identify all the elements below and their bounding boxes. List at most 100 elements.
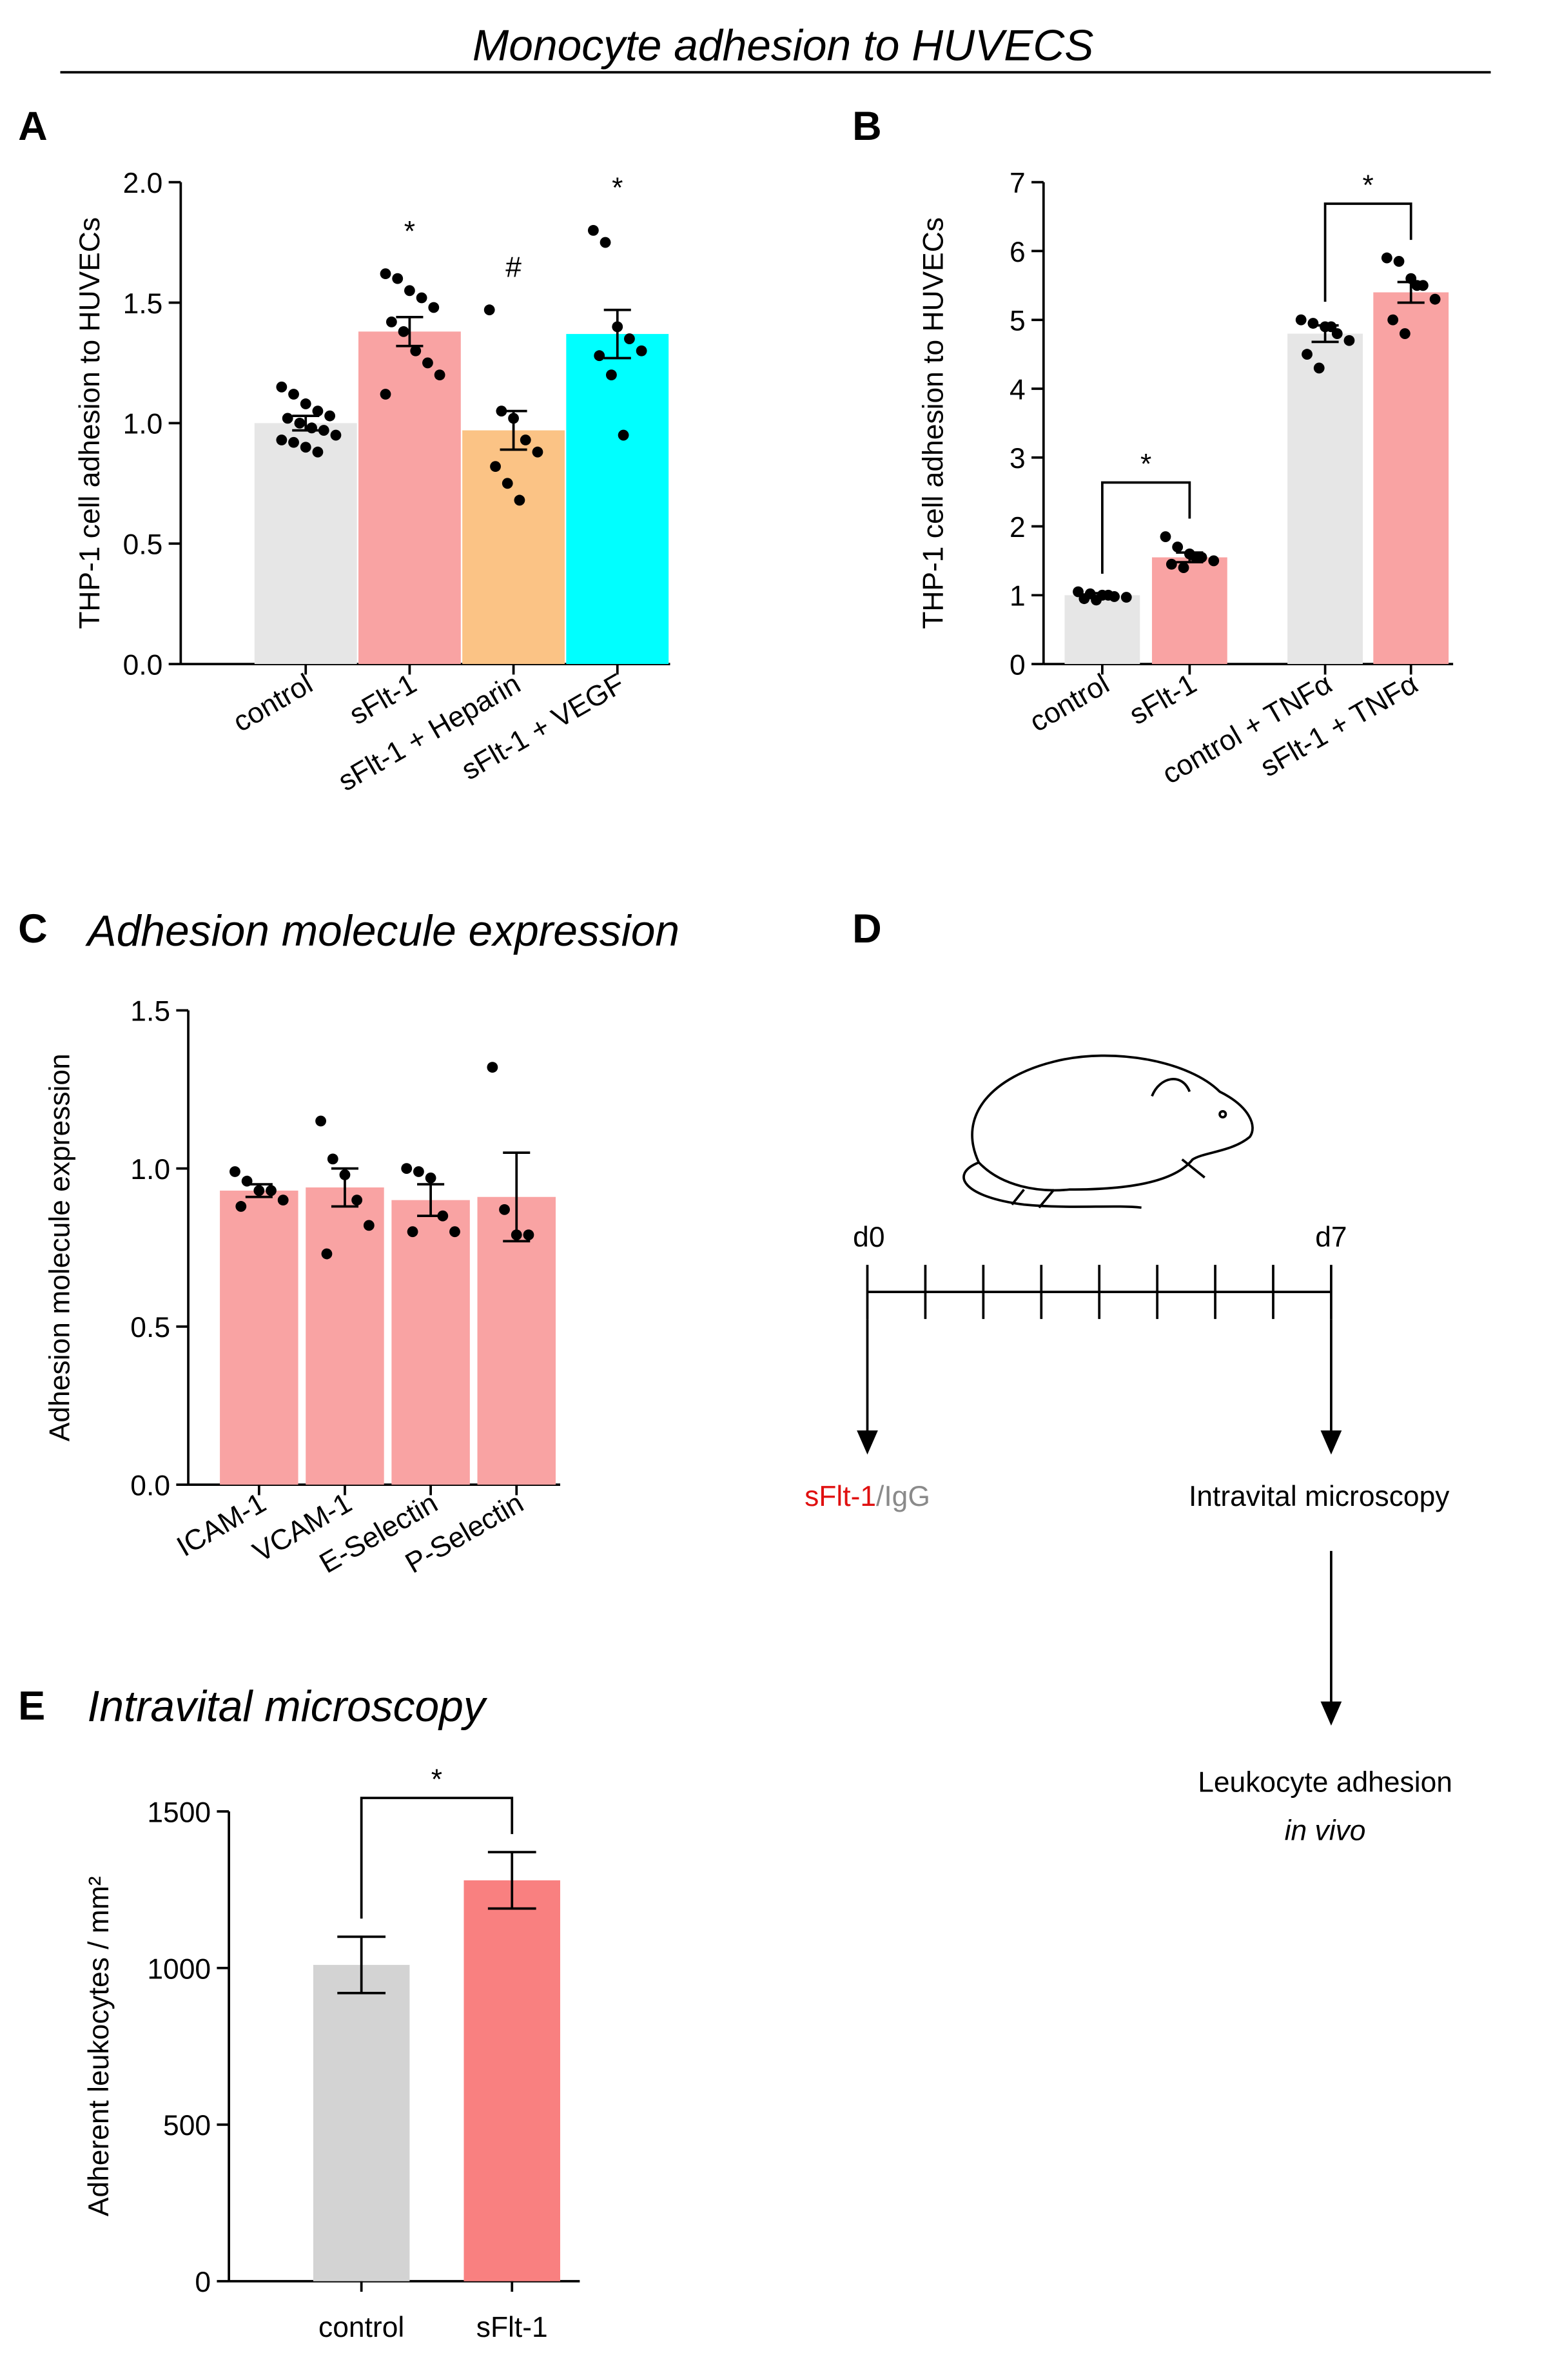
y-tick-label: 7 (1010, 168, 1026, 199)
treatment-label: sFlt-1/IgG (805, 1481, 930, 1512)
data-point (618, 429, 629, 441)
error-bar (487, 1851, 536, 1910)
bar (464, 1880, 560, 2281)
data-point (407, 1226, 418, 1238)
y-tick-label: 0.5 (130, 1312, 170, 1343)
data-point (386, 316, 397, 327)
figure-title: Monocyte adhesion to HUVECS (473, 21, 1094, 70)
x-tick-label: control (228, 668, 318, 738)
data-point (1078, 593, 1090, 605)
data-point (428, 302, 440, 313)
data-point (1399, 328, 1410, 339)
data-point (276, 381, 288, 393)
error-bar (1176, 551, 1204, 563)
data-point (398, 326, 409, 337)
y-tick-label: 1000 (147, 1953, 211, 1985)
x-tick-label: control (1024, 668, 1115, 738)
panel-letter: B (852, 104, 882, 149)
data-point (1178, 562, 1189, 574)
panel-title: Adhesion molecule expression (85, 907, 680, 955)
error-bar (396, 316, 424, 347)
bar (1373, 292, 1449, 665)
timeline-start: d0 (853, 1222, 884, 1253)
panel-letter: D (852, 906, 882, 951)
data-point (1166, 558, 1177, 570)
bar (1064, 595, 1140, 665)
data-point (1160, 531, 1171, 542)
y-tick-label: 0 (195, 2267, 211, 2298)
bar (306, 1187, 384, 1485)
panel-letter: A (18, 104, 48, 149)
bracket (360, 1797, 514, 1919)
significance: * (431, 1764, 442, 1795)
data-point (306, 422, 317, 434)
data-point (624, 333, 635, 344)
data-point (229, 1166, 240, 1177)
data-point (288, 436, 299, 448)
y-tick-label: 3 (1010, 443, 1026, 474)
data-point (404, 285, 415, 297)
diagram: D d0 d7 sFlt-1/IgG Intravital microscopy… (805, 906, 1452, 1846)
error-bar (503, 1151, 531, 1243)
data-point (413, 1166, 424, 1177)
data-point (1102, 589, 1114, 601)
y-tick-label: 1500 (147, 1797, 211, 1828)
data-point (490, 461, 501, 473)
error-bar (1311, 324, 1339, 344)
step-label: Intravital microscopy (1189, 1481, 1450, 1512)
error-bar (1088, 592, 1116, 599)
bar (1287, 333, 1363, 665)
error-bar (500, 409, 527, 451)
y-axis-label: Adherent leukocytes / mm² (83, 1876, 115, 2216)
data-point (315, 1115, 326, 1127)
bar (462, 430, 565, 665)
outcome-label: Leukocyte adhesion (1198, 1767, 1452, 1799)
y-tick-label: 500 (163, 2110, 211, 2141)
data-point (520, 434, 531, 445)
bar (566, 334, 669, 665)
data-point (351, 1195, 363, 1206)
data-point (425, 1172, 436, 1184)
mouse-drawing (962, 1054, 1254, 1209)
data-point (363, 1220, 375, 1231)
data-point (1302, 349, 1313, 360)
chart: C Adhesion molecule expression Adhesion mo… (18, 906, 679, 1579)
data-point (523, 1229, 534, 1241)
data-point (327, 1153, 338, 1165)
data-point (282, 413, 293, 424)
data-point (1325, 321, 1337, 333)
data-point (416, 292, 427, 304)
bar (358, 331, 461, 665)
data-point (422, 357, 433, 369)
data-point (483, 304, 495, 316)
y-tick-label: 2 (1010, 512, 1026, 543)
data-point (288, 389, 299, 400)
y-tick-label: 1.0 (130, 1154, 170, 1185)
data-point (235, 1201, 247, 1212)
data-point (1393, 256, 1405, 267)
data-point (1313, 362, 1325, 374)
error-bar (292, 415, 320, 432)
arrowheads (857, 1430, 1342, 1726)
data-point (410, 345, 422, 356)
data-point (266, 1185, 277, 1196)
data-point (434, 369, 445, 381)
data-point (1429, 293, 1441, 305)
data-point (300, 398, 311, 409)
y-tick-label: 4 (1010, 374, 1026, 405)
data-point (1190, 552, 1202, 563)
data-point (605, 369, 617, 381)
data-point (277, 1195, 289, 1206)
y-tick-label: 0.0 (123, 649, 163, 681)
significance: * (612, 172, 623, 204)
panel-letter: C (18, 906, 48, 951)
y-tick-label: 1.0 (123, 409, 163, 440)
data-point (1307, 318, 1319, 329)
x-tick-label: sFlt-1 (1124, 668, 1202, 731)
bar (1151, 557, 1227, 665)
x-tick-label: control (318, 2312, 404, 2343)
y-tick-label: 0.5 (123, 529, 163, 561)
y-axis-label: THP-1 cell adhesion to HUVECs (74, 217, 106, 629)
data-point (587, 224, 599, 236)
